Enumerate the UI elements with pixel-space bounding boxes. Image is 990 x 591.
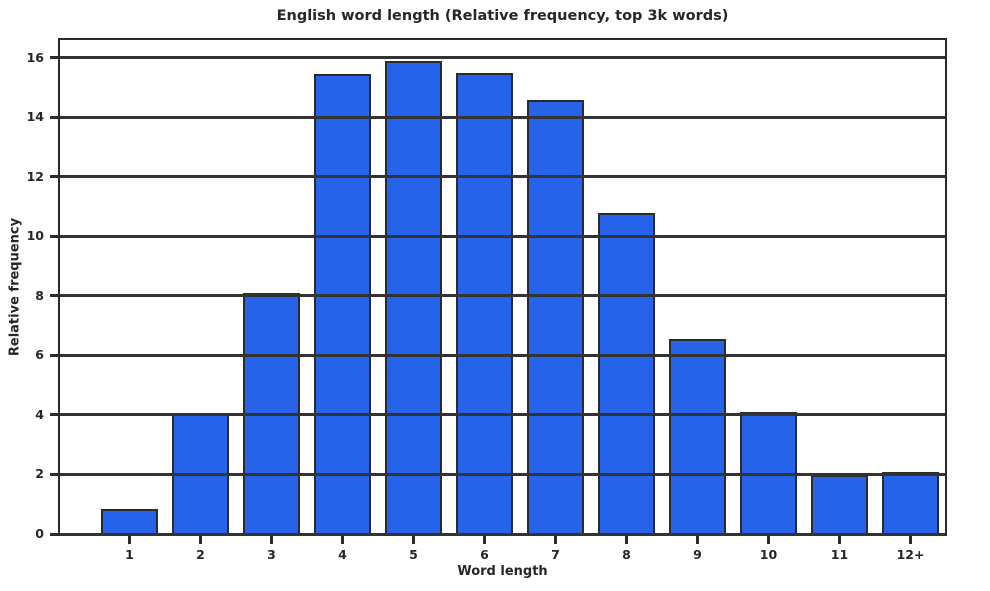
- x-axis: 1 2 3 4 5 6 7 8 9 10 11 12+: [60, 536, 979, 562]
- bar-word-length-3: [243, 292, 300, 534]
- y-tick-label-14: 14: [26, 109, 44, 125]
- bar-word-length-9: [669, 339, 726, 534]
- bar-slot-8: [591, 40, 662, 534]
- bar-word-length-4: [314, 74, 371, 534]
- bar-slot-4: [307, 40, 378, 534]
- y-tick-label-16: 16: [26, 49, 44, 65]
- bar-slot-2: [165, 40, 236, 534]
- bar-word-length-11: [811, 475, 868, 534]
- x-axis-label: Word length: [457, 564, 548, 579]
- x-tick-mark-11: [838, 536, 841, 544]
- x-tick-label-1: 1: [125, 547, 134, 562]
- x-tick-mark-10: [767, 536, 770, 544]
- bar-word-length-12+: [882, 471, 939, 534]
- x-tick-mark-5: [412, 536, 415, 544]
- x-tick-mark-6: [483, 536, 486, 544]
- plot-area: [58, 38, 947, 536]
- chart-title: English word length (Relative frequency,…: [276, 8, 729, 24]
- x-tick-label-12+: 12+: [896, 547, 925, 562]
- x-tick-label-8: 8: [622, 547, 631, 562]
- x-slot-8: 8: [591, 536, 662, 562]
- bar-slot-9: [662, 40, 733, 534]
- bar-word-length-10: [740, 412, 797, 534]
- y-tick-mark-16: [50, 56, 58, 60]
- bar-word-length-1: [101, 508, 158, 534]
- bar-word-length-6: [456, 72, 513, 534]
- x-slot-12+: 12+: [875, 536, 946, 562]
- bar-word-length-2: [172, 413, 229, 534]
- x-slot-11: 11: [804, 536, 875, 562]
- x-slot-4: 4: [307, 536, 378, 562]
- x-tick-label-6: 6: [480, 547, 489, 562]
- bar-slot-10: [733, 40, 804, 534]
- bar-slot-5: [378, 40, 449, 534]
- x-slot-7: 7: [520, 536, 591, 562]
- bars-container: [60, 40, 945, 534]
- y-tick-mark-6: [50, 353, 58, 357]
- x-slot-9: 9: [662, 536, 733, 562]
- x-slot-3: 3: [236, 536, 307, 562]
- x-tick-mark-1: [128, 536, 131, 544]
- y-tick-label-2: 2: [35, 466, 44, 482]
- x-tick-mark-4: [341, 536, 344, 544]
- x-slot-1: 1: [94, 536, 165, 562]
- x-tick-mark-8: [625, 536, 628, 544]
- y-tick-mark-12: [50, 175, 58, 179]
- y-tick-mark-14: [50, 115, 58, 119]
- bar-word-length-8: [598, 212, 655, 534]
- bar-word-length-5: [385, 60, 442, 534]
- bar-slot-12+: [875, 40, 946, 534]
- y-tick-mark-4: [50, 413, 58, 417]
- x-tick-label-5: 5: [409, 547, 418, 562]
- x-tick-label-10: 10: [759, 547, 778, 562]
- x-tick-mark-7: [554, 536, 557, 544]
- x-slot-6: 6: [449, 536, 520, 562]
- x-slot-2: 2: [165, 536, 236, 562]
- y-tick-mark-0: [50, 532, 58, 536]
- y-tick-mark-8: [50, 294, 58, 298]
- bar-slot-1: [94, 40, 165, 534]
- x-tick-label-7: 7: [551, 547, 560, 562]
- y-tick-label-12: 12: [26, 168, 44, 184]
- y-tick-label-0: 0: [35, 526, 44, 541]
- x-tick-label-11: 11: [830, 547, 849, 562]
- x-tick-mark-12+: [909, 536, 912, 544]
- bar-slot-11: [804, 40, 875, 534]
- y-tick-mark-10: [50, 234, 58, 238]
- x-tick-mark-3: [270, 536, 273, 544]
- x-tick-label-3: 3: [267, 547, 276, 562]
- bar-slot-3: [236, 40, 307, 534]
- bar-slot-6: [449, 40, 520, 534]
- y-axis: 0 2 4 6 8 10 12 14 16: [0, 40, 58, 541]
- y-tick-label-4: 4: [35, 406, 44, 422]
- x-slot-10: 10: [733, 536, 804, 562]
- x-slot-5: 5: [378, 536, 449, 562]
- y-tick-label-8: 8: [35, 287, 44, 303]
- y-tick-mark-2: [50, 472, 58, 476]
- y-tick-label-6: 6: [35, 347, 44, 363]
- y-tick-label-10: 10: [26, 228, 44, 244]
- bar-slot-7: [520, 40, 591, 534]
- x-tick-mark-9: [696, 536, 699, 544]
- bar-word-length-7: [527, 99, 584, 534]
- x-tick-label-9: 9: [693, 547, 702, 562]
- x-tick-mark-2: [199, 536, 202, 544]
- x-tick-label-4: 4: [338, 547, 347, 562]
- x-tick-label-2: 2: [196, 547, 205, 562]
